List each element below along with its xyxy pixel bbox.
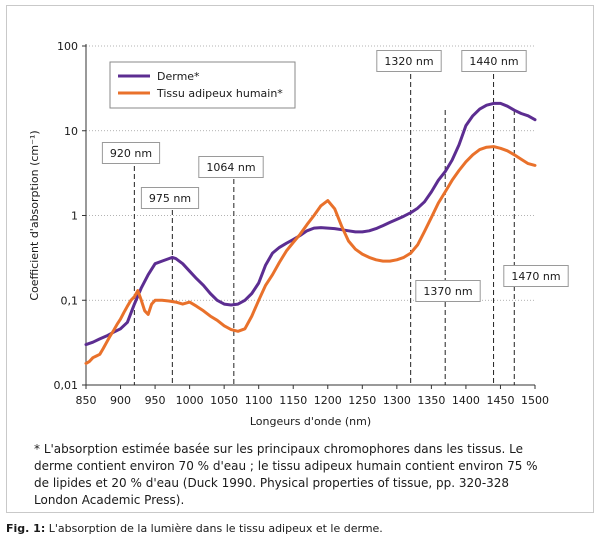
x-tick-label: 1350 <box>417 394 445 407</box>
x-tick-label: 950 <box>145 394 166 407</box>
annotation-label: 975 nm <box>149 192 191 205</box>
legend-box <box>109 61 296 109</box>
x-tick-label: 1150 <box>279 394 307 407</box>
annotation-label: 920 nm <box>110 147 152 160</box>
x-tick-label: 1100 <box>245 394 273 407</box>
annotation-label: 1064 nm <box>206 161 255 174</box>
x-tick-label: 1000 <box>176 394 204 407</box>
figure-caption: Fig. 1: L'absorption de la lumière dans … <box>6 522 383 535</box>
absorption-chart: 0,01 0,1 1 10 100 850 900 950 1000 1050 1100 1150 12… <box>28 40 569 428</box>
annotation-label: 1320 nm <box>384 55 433 68</box>
x-tick-label: 1250 <box>348 394 376 407</box>
annotation-box <box>140 187 200 209</box>
x-tick-label: 1450 <box>486 394 514 407</box>
caption-prefix: Fig. 1: <box>6 522 46 535</box>
y-tick-label: 0,01 <box>54 379 79 392</box>
annotation-box <box>198 156 264 178</box>
series-line <box>84 101 537 347</box>
y-tick-label: 0,1 <box>61 294 79 307</box>
legend-label: Tissu adipeux humain* <box>156 87 283 100</box>
x-tick-label: 1300 <box>383 394 411 407</box>
x-tick-label: 850 <box>76 394 97 407</box>
footnote: * L'absorption estimée basée sur les pri… <box>34 442 538 507</box>
y-axis-label: Coefficient d'absorption (cm⁻¹) <box>28 130 41 300</box>
caption-text: L'absorption de la lumière dans le tissu… <box>45 522 383 535</box>
y-tick-label: 1 <box>71 210 78 223</box>
annotation-box <box>503 265 569 287</box>
figure-frame <box>6 5 594 513</box>
y-tick-label: 100 <box>57 40 78 53</box>
annotation-label: 1440 nm <box>469 55 518 68</box>
x-tick-label: 1200 <box>314 394 342 407</box>
y-tick-label: 10 <box>64 125 78 138</box>
series-line <box>84 145 537 365</box>
x-tick-label: 900 <box>110 394 131 407</box>
annotation-label: 1470 nm <box>511 270 560 283</box>
x-tick-label: 1500 <box>521 394 549 407</box>
annotation-box <box>376 50 442 72</box>
annotation-box <box>461 50 527 72</box>
annotation-label: 1370 nm <box>423 285 472 298</box>
annotation-box <box>101 142 161 164</box>
annotation-box <box>415 280 481 302</box>
x-tick-label: 1050 <box>210 394 238 407</box>
x-axis-label: Longeurs d'onde (nm) <box>250 415 371 428</box>
legend-label: Derme* <box>157 70 200 83</box>
x-tick-label: 1400 <box>452 394 480 407</box>
